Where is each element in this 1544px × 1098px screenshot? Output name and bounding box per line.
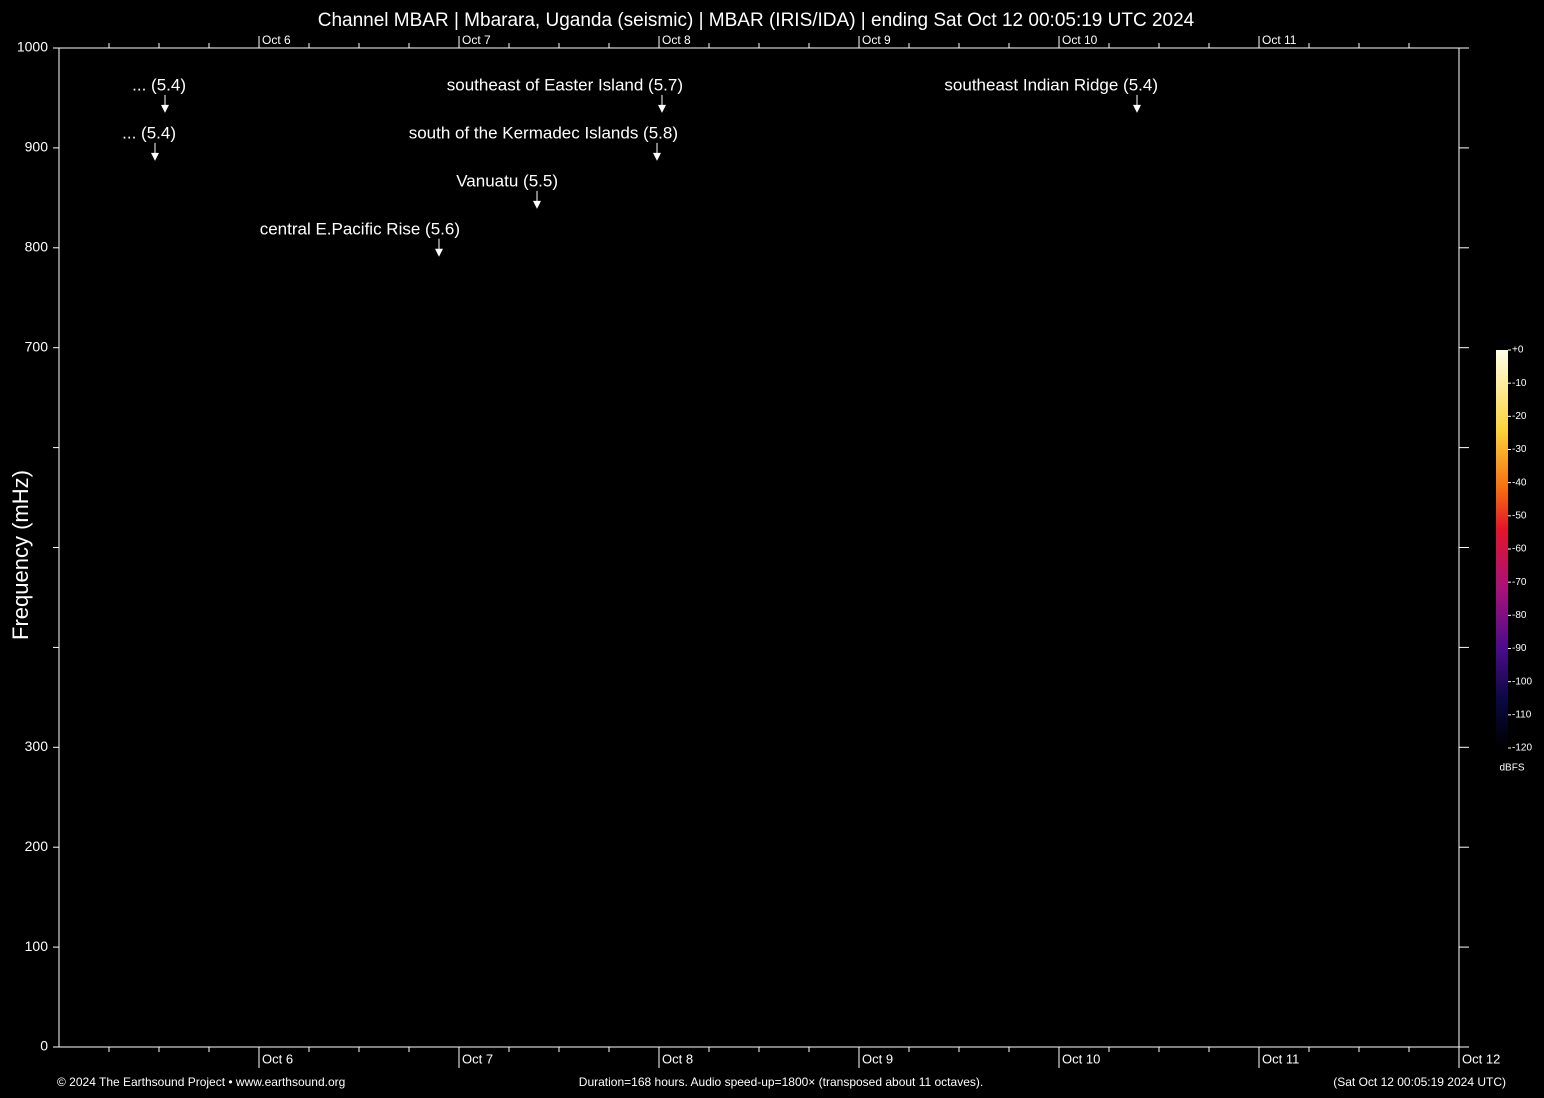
event-marker xyxy=(658,104,666,113)
colorbar-tick-label: -10 xyxy=(1512,378,1527,389)
colorbar xyxy=(1496,350,1508,748)
x-tick-label: Oct 9 xyxy=(862,1051,893,1066)
x-tick-label: Oct 6 xyxy=(262,1051,293,1066)
x-tick-label-top: Oct 8 xyxy=(662,33,691,47)
event-label: Vanuatu (5.5) xyxy=(456,171,558,190)
colorbar-tick-label: +0 xyxy=(1512,345,1524,356)
event-label: southeast Indian Ridge (5.4) xyxy=(944,75,1158,94)
x-tick-label-top: Oct 9 xyxy=(862,33,891,47)
y-tick-label: 0 xyxy=(40,1038,48,1054)
event-marker xyxy=(151,152,159,161)
x-tick-label: Oct 10 xyxy=(1062,1051,1100,1066)
x-tick-label: Oct 7 xyxy=(462,1051,493,1066)
y-axis-label: Frequency (mHz) xyxy=(8,470,33,640)
footer-right: (Sat Oct 12 00:05:19 2024 UTC) xyxy=(1333,1075,1506,1089)
colorbar-tick-label: -70 xyxy=(1512,577,1527,588)
x-tick-label-top: Oct 11 xyxy=(1262,33,1297,47)
chart-title: Channel MBAR | Mbarara, Uganda (seismic)… xyxy=(318,10,1195,31)
event-label: central E.Pacific Rise (5.6) xyxy=(260,219,460,238)
event-label: ... (5.4) xyxy=(122,123,176,142)
footer-center: Duration=168 hours. Audio speed-up=1800×… xyxy=(579,1075,983,1089)
colorbar-tick-label: -40 xyxy=(1512,477,1527,488)
colorbar-tick-label: -60 xyxy=(1512,544,1527,555)
colorbar-tick-label: -30 xyxy=(1512,444,1527,455)
y-tick-label: 900 xyxy=(25,139,49,155)
colorbar-tick-label: -100 xyxy=(1512,676,1532,687)
y-tick-label: 300 xyxy=(25,738,49,754)
x-tick-label: Oct 11 xyxy=(1262,1051,1299,1066)
colorbar-label: dBFS xyxy=(1499,763,1524,774)
x-tick-label: Oct 8 xyxy=(662,1051,693,1066)
colorbar-tick-label: -120 xyxy=(1512,743,1532,754)
colorbar-tick-label: -110 xyxy=(1512,709,1532,720)
y-tick-label: 800 xyxy=(25,239,49,255)
x-tick-label-top: Oct 7 xyxy=(462,33,491,47)
x-tick-label-top: Oct 6 xyxy=(262,33,291,47)
event-label: south of the Kermadec Islands (5.8) xyxy=(409,123,678,142)
event-marker xyxy=(533,200,541,209)
y-tick-label: 200 xyxy=(25,838,49,854)
colorbar-tick-label: -20 xyxy=(1512,411,1527,422)
y-tick-label: 700 xyxy=(25,338,49,354)
colorbar-tick-label: -90 xyxy=(1512,643,1527,654)
event-label: ... (5.4) xyxy=(132,75,186,94)
colorbar-tick-label: -80 xyxy=(1512,610,1527,621)
event-marker xyxy=(1133,104,1141,113)
event-marker xyxy=(161,104,169,113)
colorbar-tick-label: -50 xyxy=(1512,510,1527,521)
x-tick-label: Oct 12 xyxy=(1462,1051,1500,1066)
y-tick-label: 1000 xyxy=(17,39,48,55)
event-label: southeast of Easter Island (5.7) xyxy=(447,75,683,94)
event-marker xyxy=(653,152,661,161)
event-marker xyxy=(435,248,443,257)
footer-left: © 2024 The Earthsound Project • www.eart… xyxy=(57,1075,345,1089)
y-tick-label: 100 xyxy=(25,938,49,954)
x-tick-label-top: Oct 10 xyxy=(1062,33,1098,47)
